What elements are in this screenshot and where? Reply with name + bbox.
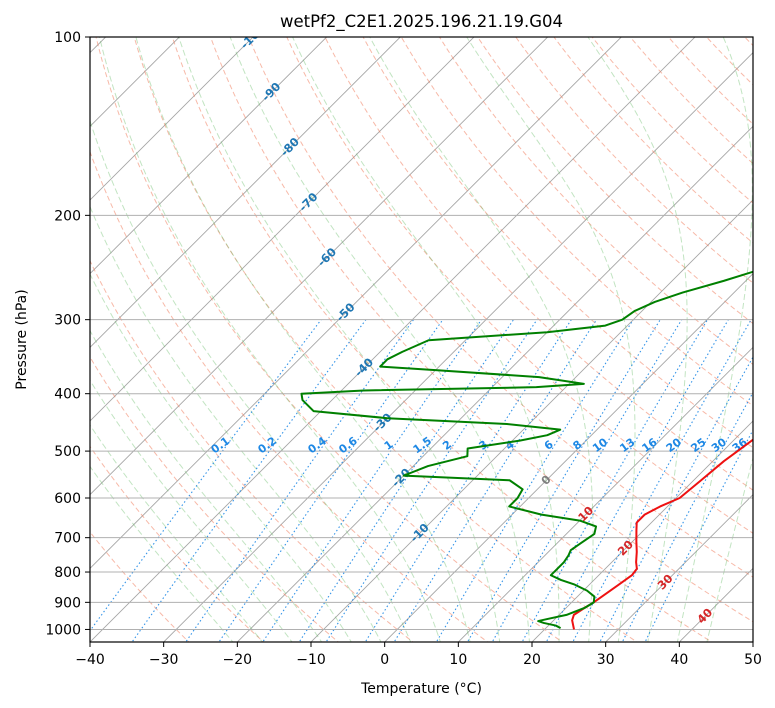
y-tick-label: 1000	[45, 622, 81, 638]
moist-adiabat-line	[587, 37, 688, 642]
y-tick-label: 600	[54, 491, 81, 507]
moist-adiabat-line	[229, 37, 530, 642]
isotherm-line	[90, 37, 180, 127]
isotherm-line	[90, 37, 401, 348]
x-tick-label: −20	[223, 652, 253, 668]
y-tick-label: 300	[54, 313, 81, 329]
background-lines	[90, 37, 753, 642]
isotherm-line	[90, 37, 328, 275]
y-tick-label: 700	[54, 531, 81, 547]
plot-area	[90, 37, 753, 642]
isotherm-line	[90, 37, 475, 422]
isotherm-line	[90, 37, 622, 569]
isotherm-line	[310, 199, 753, 642]
moist-adiabat-line	[466, 37, 636, 642]
x-tick-label: 50	[744, 652, 762, 668]
isotherm-line	[457, 346, 753, 642]
y-tick-label: 500	[54, 444, 81, 460]
mixing-ratio-line	[621, 391, 753, 642]
x-axis-label: Temperature (°C)	[360, 681, 482, 697]
mixing-ratio-line	[435, 319, 634, 642]
moist-adiabat-line	[90, 379, 293, 642]
y-tick-label: 900	[54, 595, 81, 611]
dry-adiabat-line	[324, 37, 753, 491]
mixing-ratio-line	[218, 319, 444, 642]
dry-adiabat-line	[438, 37, 753, 366]
moist-adiabat-line	[676, 37, 753, 642]
isotherm-line	[605, 494, 753, 642]
plot-frame	[89, 36, 754, 643]
isotherm-line	[90, 37, 254, 201]
dewpoint-line	[300, 270, 753, 630]
isotherm-line	[90, 37, 549, 496]
x-tick-label: 40	[670, 652, 688, 668]
dry-adiabat-line	[90, 150, 489, 642]
x-tick-label: −30	[149, 652, 179, 668]
dry-adiabat-line	[248, 37, 753, 578]
mixing-ratio-line	[521, 319, 708, 642]
x-tick-label: 10	[449, 652, 467, 668]
moist-adiabat-line	[135, 37, 471, 642]
mixing-ratio-line	[90, 319, 322, 632]
dry-adiabat-line	[362, 37, 753, 449]
x-tick-label: 20	[523, 652, 541, 668]
mixing-ratio-line	[644, 428, 753, 642]
y-tick-label: 800	[54, 565, 81, 581]
mixing-ratio-line	[572, 319, 752, 642]
moist-adiabat-line	[90, 329, 323, 642]
isotherm-line	[163, 52, 753, 642]
mixing-ratio-line	[298, 319, 514, 642]
dry-adiabat-line	[171, 37, 713, 642]
isotherm-line	[90, 37, 696, 642]
moist-adiabat-line	[369, 37, 594, 642]
y-tick-label: 100	[54, 30, 81, 46]
y-axis-label: Pressure (hPa)	[14, 289, 30, 389]
mixing-ratio-line	[131, 319, 367, 642]
mixing-ratio-line	[545, 319, 729, 642]
moist-adiabat-line	[178, 37, 501, 642]
y-tick-label: 400	[54, 387, 81, 403]
isotherm-line	[384, 273, 753, 642]
x-tick-label: 30	[597, 652, 615, 668]
moist-adiabat-line	[99, 37, 441, 642]
y-tick-label: 200	[54, 208, 81, 224]
isotherm-line	[531, 420, 753, 642]
chart-title: wetPf2_C2E1.2025.196.21.19.G04	[280, 12, 563, 32]
moist-adiabat-line	[292, 37, 560, 642]
temperature-line	[571, 438, 753, 630]
x-tick-label: 0	[380, 652, 389, 668]
x-tick-label: −10	[296, 652, 326, 668]
mixing-ratio-line	[599, 356, 753, 642]
dry-adiabat-line	[286, 37, 753, 534]
mixing-ratio-line	[262, 319, 482, 642]
x-tick-label: −40	[75, 652, 105, 668]
profile-lines	[300, 270, 753, 630]
mixing-ratio-line	[364, 319, 572, 642]
